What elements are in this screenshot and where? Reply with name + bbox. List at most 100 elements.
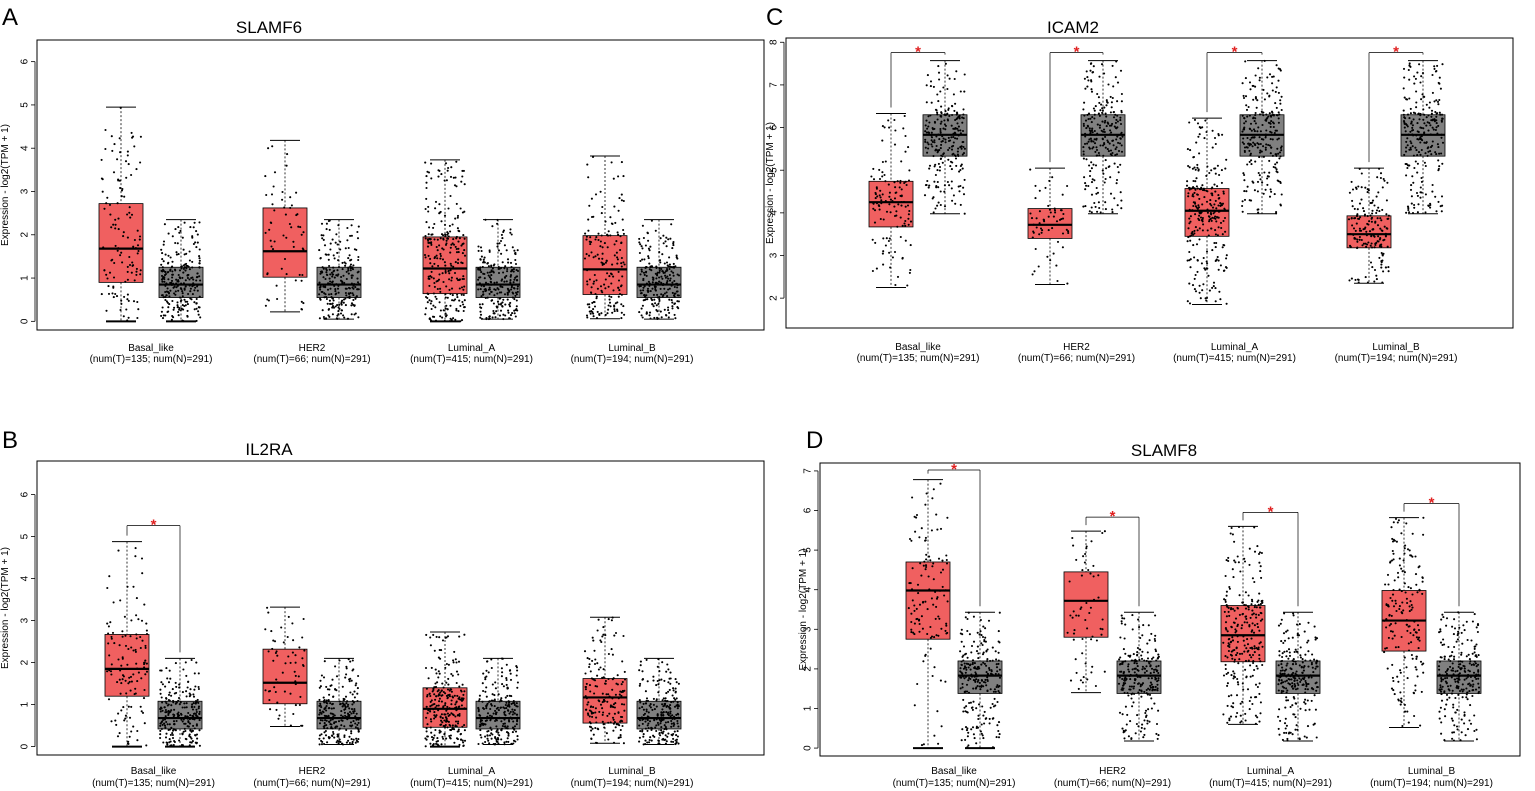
tumor-points [1029,168,1070,285]
tumor-point [606,272,609,275]
normal-point [1434,195,1437,198]
normal-point [341,685,344,688]
normal-point [670,740,673,743]
normal-point [647,290,650,294]
normal-point [513,703,516,706]
tumor-point [1208,220,1211,223]
normal-point [482,290,485,293]
normal-point [1277,152,1280,155]
normal-point [199,316,202,319]
normal-point [954,157,958,160]
normal-point [187,711,190,715]
normal-point [1435,153,1438,156]
tumor-point [459,738,462,741]
tumor-point [446,635,450,638]
normal-point [665,268,669,271]
tumor-point [289,661,292,664]
normal-point [1275,86,1278,89]
tumor-point [120,299,123,302]
tumor-point [1034,247,1037,251]
normal-point [172,699,175,702]
normal-point [193,283,196,286]
tumor-point [124,644,128,647]
normal-point [1260,150,1263,153]
normal-point [507,700,510,703]
normal-point [490,658,493,661]
normal-point [324,719,327,722]
normal-point [1403,76,1406,79]
normal-point [1440,113,1444,116]
tumor-point [425,633,428,636]
tumor-point [620,303,623,306]
normal-point [183,298,186,301]
normal-point [1410,195,1413,198]
tumor-point [435,254,438,257]
tumor-point [1382,177,1385,181]
tumor-point [452,659,455,662]
normal-point [194,701,197,704]
normal-point [648,282,651,285]
tumor-point [1217,226,1220,229]
normal-point [675,717,678,720]
tumor-point [139,161,142,164]
normal-point [640,245,643,248]
normal-point [1417,112,1420,115]
normal-point [497,738,500,741]
normal-point [485,283,488,286]
normal-point [162,741,165,744]
normal-point [1274,102,1277,105]
tumor-point [1192,186,1195,189]
tumor-point [107,625,110,628]
tumor-point [889,266,892,269]
tumor-point [1198,284,1201,287]
normal-point [927,125,930,128]
normal-point [193,688,196,691]
tumor-point [1032,230,1035,233]
tumor-point [122,235,125,238]
tumor-point [1053,209,1057,212]
tumor-point [438,211,441,214]
tumor-point [436,287,439,291]
normal-point [337,284,340,287]
tumor-point [1194,290,1198,293]
normal-point [663,262,666,265]
normal-point [341,715,344,718]
normal-point [322,742,326,746]
normal-point [501,724,504,728]
tumor-point [457,673,460,676]
normal-point [1423,161,1426,164]
normal-point [160,310,163,313]
normal-point [322,267,325,270]
tumor-point [1366,215,1369,218]
normal-point [194,685,197,688]
normal-point [187,292,190,296]
panel-title-icam2: ICAM2 [1047,18,1099,37]
normal-point [664,240,667,243]
normal-point [667,238,670,241]
tumor-point [443,319,446,322]
normal-point [936,113,939,116]
normal-point [1090,140,1093,143]
tumor-point [126,298,129,301]
normal-point [494,719,497,723]
normal-point [648,314,651,317]
normal-point [1093,113,1096,116]
normal-point [1405,211,1408,214]
normal-point [642,718,645,721]
normal-point [484,281,488,284]
normal-point [501,278,504,281]
normal-point [335,689,338,692]
normal-point [165,294,168,297]
normal-point [670,284,673,287]
normal-point [331,702,334,705]
normal-point [663,679,666,682]
normal-point [177,715,180,718]
normal-point [347,257,350,260]
normal-point [160,294,164,297]
tumor-point [593,280,596,283]
tumor-point [442,690,445,694]
normal-point [506,725,509,728]
normal-point [505,678,508,682]
normal-point [355,718,358,721]
normal-point [1243,190,1246,193]
